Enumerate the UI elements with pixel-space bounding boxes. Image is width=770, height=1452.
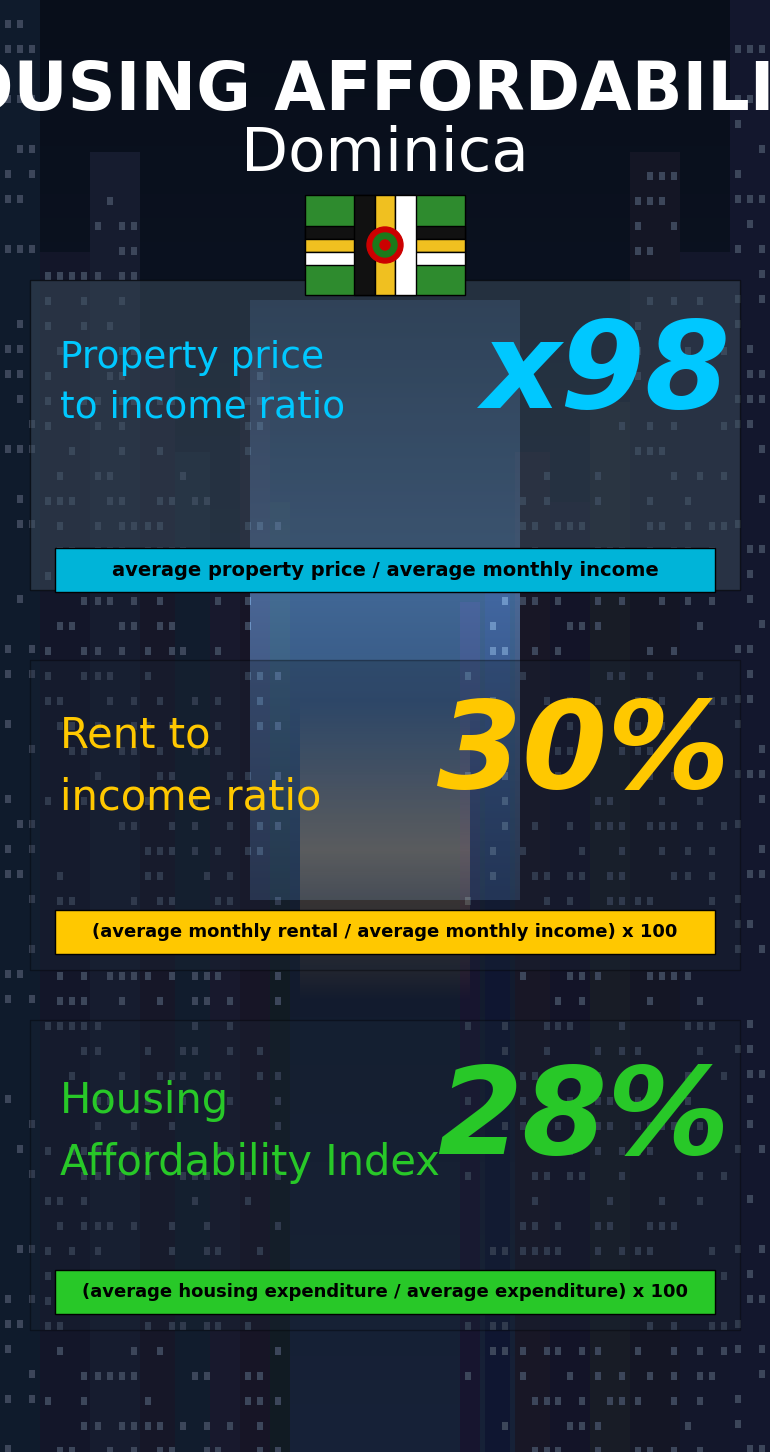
Text: x98: x98 (481, 317, 730, 434)
Text: 30%: 30% (437, 697, 730, 813)
Text: Property price
to income ratio: Property price to income ratio (60, 340, 345, 425)
FancyBboxPatch shape (55, 547, 715, 592)
FancyBboxPatch shape (374, 195, 396, 295)
FancyBboxPatch shape (353, 195, 374, 295)
FancyBboxPatch shape (305, 238, 465, 251)
FancyBboxPatch shape (396, 195, 417, 295)
Text: (average housing expenditure / average expenditure) x 100: (average housing expenditure / average e… (82, 1284, 688, 1301)
Circle shape (367, 227, 403, 263)
FancyBboxPatch shape (30, 661, 740, 970)
FancyBboxPatch shape (305, 251, 465, 264)
Text: (average monthly rental / average monthly income) x 100: (average monthly rental / average monthl… (92, 923, 678, 941)
FancyBboxPatch shape (55, 910, 715, 954)
Circle shape (373, 232, 397, 257)
FancyBboxPatch shape (55, 1270, 715, 1314)
Text: Rent to
income ratio: Rent to income ratio (60, 714, 321, 819)
Text: 28%: 28% (437, 1061, 730, 1179)
Circle shape (380, 240, 390, 250)
FancyBboxPatch shape (30, 1019, 740, 1330)
Text: Dominica: Dominica (241, 125, 529, 184)
FancyBboxPatch shape (305, 225, 465, 238)
Text: HOUSING AFFORDABILITY: HOUSING AFFORDABILITY (0, 58, 770, 123)
Text: Housing
Affordability Index: Housing Affordability Index (60, 1080, 440, 1183)
Text: average property price / average monthly income: average property price / average monthly… (112, 560, 658, 579)
FancyBboxPatch shape (305, 195, 465, 295)
FancyBboxPatch shape (30, 280, 740, 590)
